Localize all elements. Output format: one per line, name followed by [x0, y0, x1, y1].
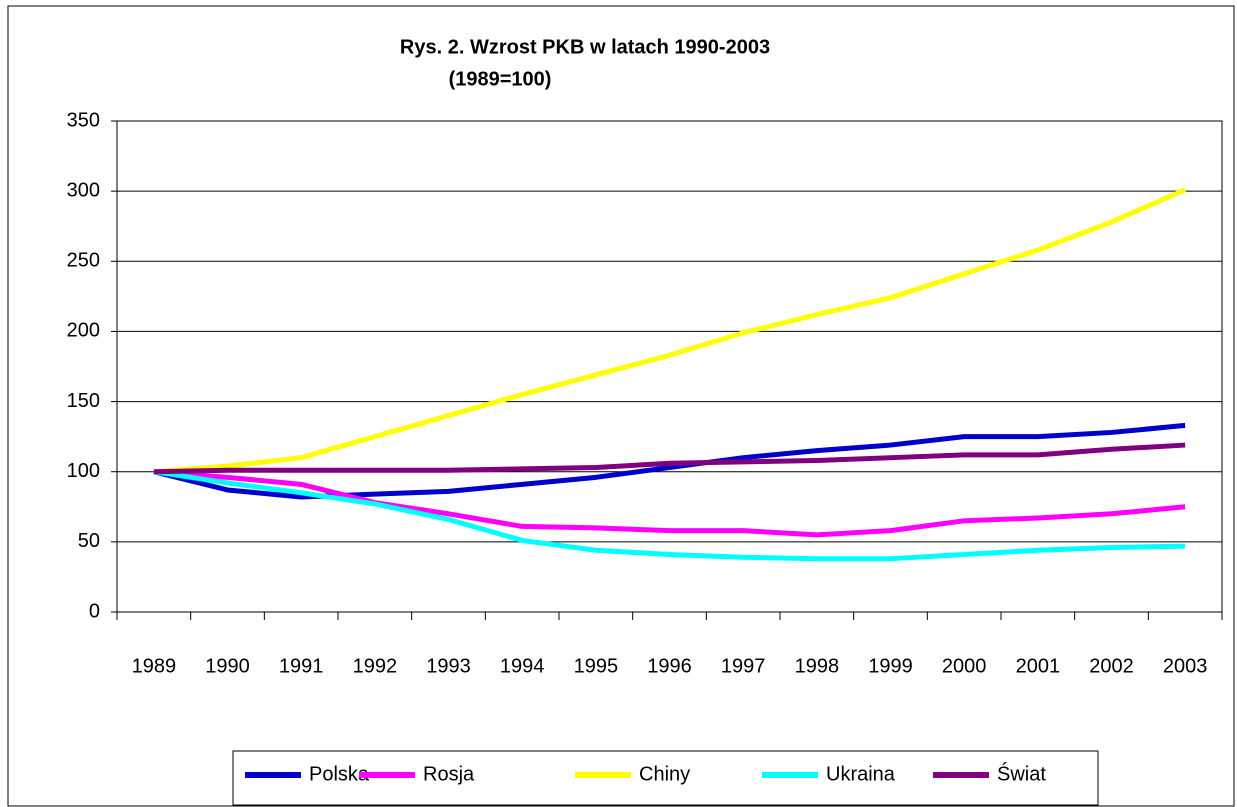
y-tick-label: 200 [67, 320, 100, 342]
chart-title: Rys. 2. Wzrost PKB w latach 1990-2003 [400, 36, 770, 58]
x-tick-label: 1997 [721, 655, 766, 677]
legend-label: Chiny [639, 763, 690, 785]
series-line [153, 469, 1186, 538]
chart-frame [7, 5, 1235, 807]
y-tick-label: 50 [78, 530, 100, 552]
series-line [153, 442, 1186, 475]
y-tick-label: 350 [67, 109, 100, 131]
x-tick-label: 1994 [500, 655, 545, 677]
x-tick-label: 1995 [574, 655, 619, 677]
series-line [153, 187, 1187, 475]
y-tick-label: 0 [89, 600, 100, 622]
y-tick-label: 250 [67, 250, 100, 272]
x-tick-label: 1996 [647, 655, 692, 677]
x-tick-label: 2003 [1163, 655, 1208, 677]
y-tick-label: 150 [67, 390, 100, 412]
x-tick-label: 2001 [1016, 655, 1061, 677]
x-tick-label: 1992 [353, 655, 398, 677]
x-tick-label: 1989 [132, 655, 177, 677]
legend-label: Rosja [423, 763, 475, 785]
legend-label: Ukraina [826, 763, 896, 785]
x-tick-label: 1999 [868, 655, 913, 677]
chart-subtitle: (1989=100) [449, 68, 552, 90]
x-tick-label: 1998 [795, 655, 840, 677]
series-line [153, 469, 1186, 562]
y-tick-label: 300 [67, 179, 100, 201]
x-tick-label: 1993 [426, 655, 471, 677]
legend-label: Polska [309, 763, 370, 785]
x-tick-label: 1991 [279, 655, 324, 677]
legend-label: Świat [997, 761, 1046, 785]
plot-area [116, 120, 1223, 613]
x-tick-label: 2000 [942, 655, 987, 677]
y-tick-label: 100 [67, 460, 100, 482]
x-tick-label: 2002 [1089, 655, 1134, 677]
x-tick-label: 1990 [205, 655, 250, 677]
